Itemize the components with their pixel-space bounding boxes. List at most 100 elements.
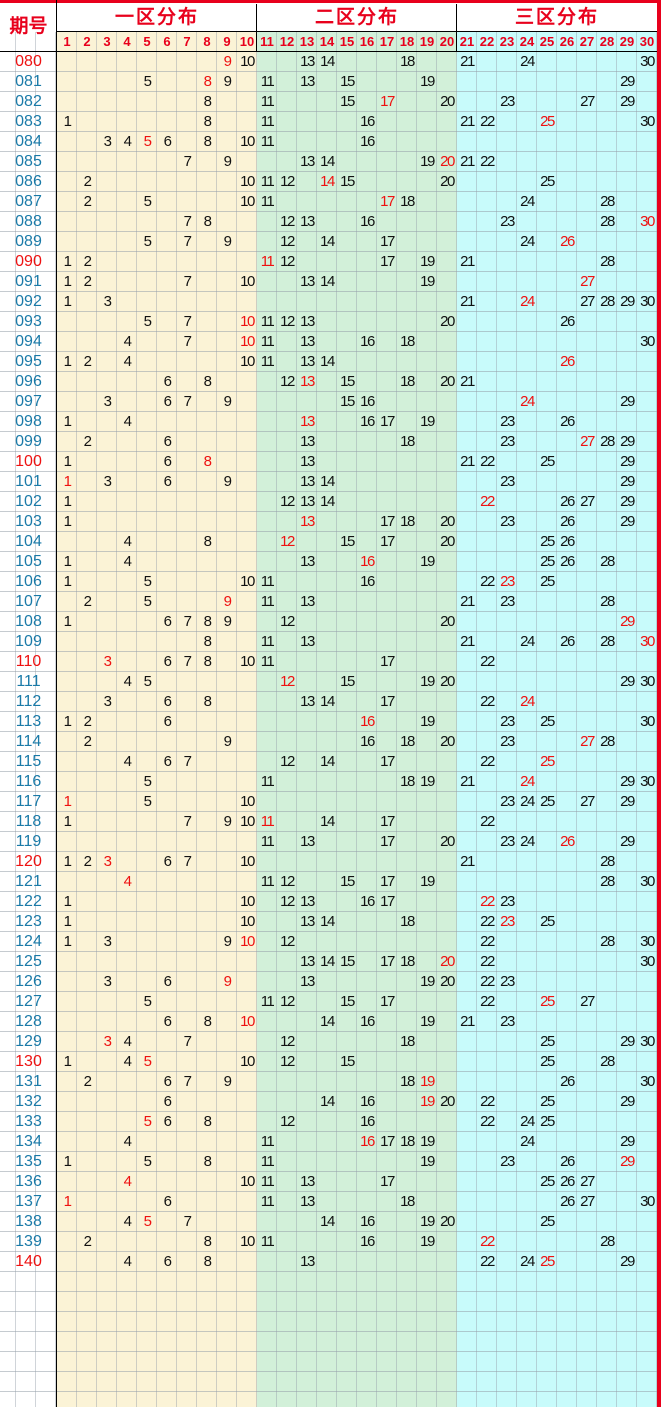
drawn-number-cell: 23	[500, 413, 515, 430]
drawn-number-cell: 13	[300, 953, 315, 970]
drawn-number-cell: 8	[203, 613, 212, 630]
drawn-number-cell: 28	[600, 733, 615, 750]
drawn-number-cell: 27	[580, 1193, 595, 1210]
drawn-number-cell: 12	[280, 873, 295, 890]
drawn-number-cell: 18	[400, 53, 415, 70]
drawn-number-cell: 6	[163, 1253, 172, 1270]
drawn-number-cell: 16	[360, 213, 375, 230]
drawn-number-cell: 12	[280, 253, 295, 270]
issue-number: 132	[15, 1093, 42, 1110]
issue-number: 097	[15, 393, 42, 410]
drawn-number-cell: 21	[460, 453, 475, 470]
drawn-number-cell: 16	[360, 133, 375, 150]
drawn-number-cell: 10	[240, 193, 255, 210]
drawn-number-cell: 28	[600, 853, 615, 870]
drawn-number-cell: 22	[480, 653, 495, 670]
drawn-number-cell: 13	[300, 373, 315, 390]
drawn-number-cell: 17	[380, 873, 395, 890]
drawn-number-cell: 23	[500, 833, 515, 850]
header-number-8: 8	[203, 34, 211, 49]
drawn-number-cell: 11	[260, 1133, 275, 1150]
drawn-number-cell: 21	[460, 773, 475, 790]
drawn-number-cell: 15	[340, 993, 355, 1010]
issue-number: 123	[15, 913, 42, 930]
drawn-number-cell: 13	[300, 493, 315, 510]
drawn-number-cell: 5	[143, 773, 152, 790]
drawn-number-cell: 18	[400, 1033, 415, 1050]
drawn-number-cell: 29	[620, 493, 635, 510]
drawn-number-cell: 6	[163, 1193, 172, 1210]
drawn-number-cell: 22	[480, 453, 495, 470]
drawn-number-cell: 22	[480, 993, 495, 1010]
drawn-number-cell: 19	[420, 1133, 435, 1150]
drawn-number-cell: 5	[143, 233, 152, 250]
drawn-number-cell: 30	[640, 333, 655, 350]
drawn-number-cell: 7	[183, 1213, 192, 1230]
drawn-number-cell: 17	[380, 193, 395, 210]
drawn-number-cell: 28	[600, 1053, 615, 1070]
zone-3-title: 三区分布	[514, 6, 599, 28]
drawn-number-cell: 11	[260, 1173, 275, 1190]
issue-number: 137	[15, 1193, 42, 1210]
drawn-number-cell: 13	[300, 693, 315, 710]
issue-column-header: 期号	[9, 15, 48, 37]
drawn-number-cell: 5	[143, 573, 152, 590]
drawn-number-cell: 6	[163, 973, 172, 990]
drawn-number-cell: 9	[223, 613, 232, 630]
drawn-number-cell: 19	[420, 973, 435, 990]
drawn-number-cell: 12	[280, 753, 295, 770]
drawn-number-cell: 20	[440, 513, 455, 530]
drawn-number-cell: 24	[520, 633, 535, 650]
issue-number: 094	[15, 333, 42, 350]
drawn-number-cell: 20	[440, 533, 455, 550]
drawn-number-cell: 29	[620, 1253, 635, 1270]
drawn-number-cell: 8	[203, 1233, 212, 1250]
header-number-30: 30	[639, 34, 655, 49]
drawn-number-cell: 5	[143, 993, 152, 1010]
drawn-number-cell: 14	[320, 173, 335, 190]
header-number-10: 10	[239, 34, 255, 49]
drawn-number-cell: 11	[260, 1193, 275, 1210]
drawn-number-cell: 26	[560, 233, 575, 250]
drawn-number-cell: 12	[280, 233, 295, 250]
issue-number: 136	[15, 1173, 42, 1190]
drawn-number-cell: 1	[63, 273, 72, 290]
header-number-20: 20	[439, 34, 455, 49]
drawn-number-cell: 1	[63, 493, 72, 510]
issue-number: 118	[15, 813, 42, 830]
drawn-number-cell: 7	[183, 153, 192, 170]
drawn-number-cell: 13	[300, 433, 315, 450]
drawn-number-cell: 22	[480, 153, 495, 170]
drawn-number-cell: 16	[360, 733, 375, 750]
header-number-28: 28	[599, 34, 615, 49]
drawn-number-cell: 27	[580, 493, 595, 510]
drawn-number-cell: 30	[640, 773, 655, 790]
drawn-number-cell: 18	[400, 433, 415, 450]
drawn-number-cell: 13	[300, 473, 315, 490]
drawn-number-cell: 9	[223, 73, 232, 90]
drawn-number-cell: 3	[103, 693, 112, 710]
drawn-number-cell: 28	[600, 593, 615, 610]
issue-number: 117	[15, 793, 42, 810]
issue-number: 109	[15, 633, 42, 650]
drawn-number-cell: 13	[300, 1173, 315, 1190]
drawn-number-cell: 21	[460, 153, 475, 170]
issue-number: 119	[15, 833, 42, 850]
drawn-number-cell: 23	[500, 213, 515, 230]
drawn-number-cell: 12	[280, 493, 295, 510]
drawn-number-cell: 23	[500, 793, 515, 810]
drawn-number-cell: 20	[440, 953, 455, 970]
drawn-number-cell: 12	[280, 533, 295, 550]
drawn-number-cell: 4	[123, 333, 132, 350]
drawn-number-cell: 22	[480, 493, 495, 510]
drawn-number-cell: 11	[260, 573, 275, 590]
header-number-12: 12	[279, 34, 295, 49]
drawn-number-cell: 29	[620, 473, 635, 490]
issue-number: 108	[15, 613, 42, 630]
drawn-number-cell: 26	[560, 1153, 575, 1170]
drawn-number-cell: 9	[223, 473, 232, 490]
issue-number: 133	[15, 1113, 42, 1130]
drawn-number-cell: 24	[520, 393, 535, 410]
drawn-number-cell: 29	[620, 433, 635, 450]
drawn-number-cell: 7	[183, 213, 192, 230]
